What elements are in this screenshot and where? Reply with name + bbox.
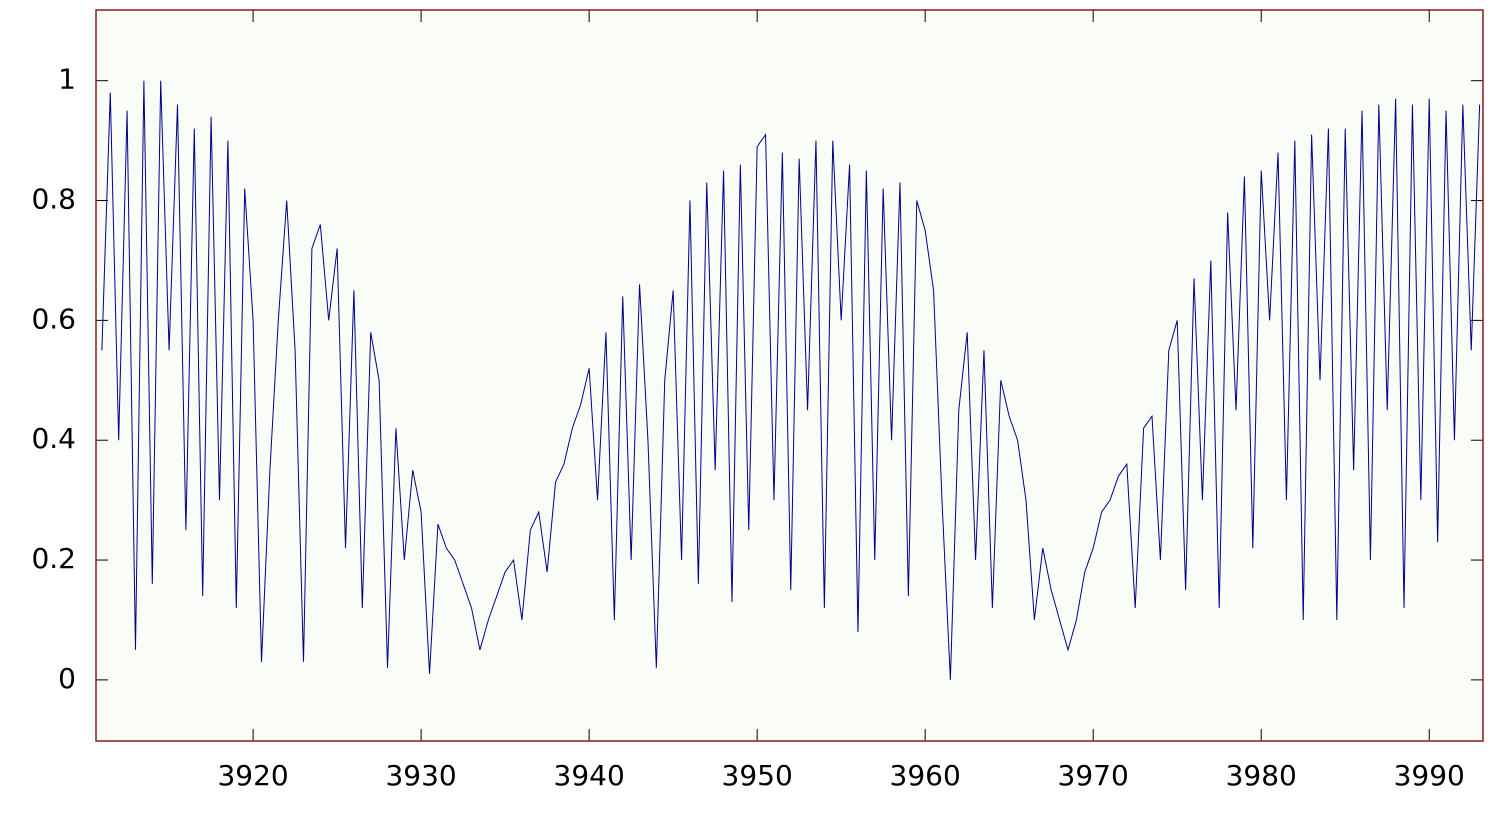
- y-tick-label: 1: [58, 63, 76, 96]
- y-tick-label: 0.2: [31, 542, 76, 575]
- x-tick-label: 3970: [1058, 759, 1129, 792]
- x-tick-label: 3930: [385, 759, 456, 792]
- y-tick-label: 0: [58, 662, 76, 695]
- y-tick-label: 0.4: [31, 422, 76, 455]
- plot-frame: [95, 9, 1484, 742]
- spectrum-line: [101, 80, 1481, 680]
- x-tick-label: 3920: [217, 759, 288, 792]
- x-tick-label: 3960: [890, 759, 961, 792]
- x-tick-label: 3940: [554, 759, 625, 792]
- x-tick-label: 3990: [1394, 759, 1465, 792]
- plot-background: [96, 10, 1483, 741]
- y-tick-label: 0.8: [31, 183, 76, 216]
- x-tick-label: 3950: [722, 759, 793, 792]
- y-tick-label: 0.6: [31, 302, 76, 335]
- x-tick-label: 3980: [1226, 759, 1297, 792]
